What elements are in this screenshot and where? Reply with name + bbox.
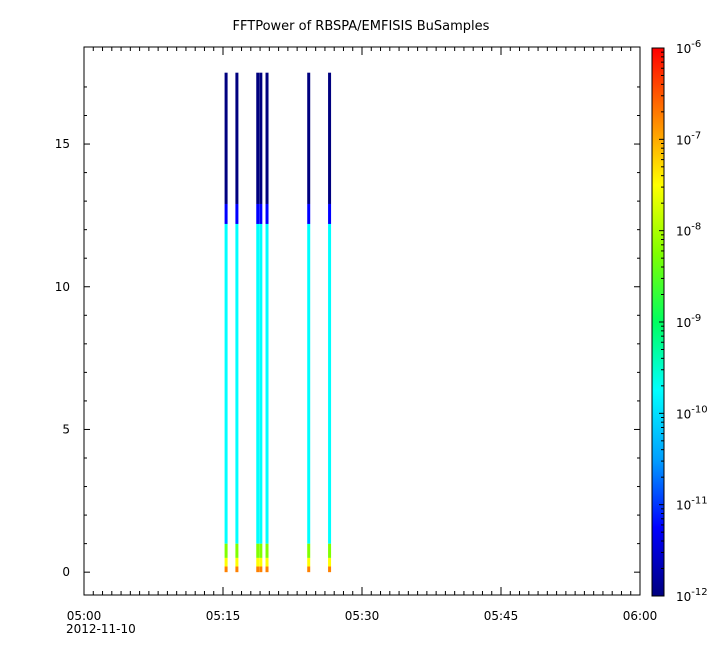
colorbar-tick-label: 10-6 xyxy=(676,39,701,56)
colorbar-tick-label: 10-8 xyxy=(676,222,701,239)
chart-title: FFTPower of RBSPA/EMFISIS BuSamples xyxy=(233,19,490,34)
spectral-segment xyxy=(265,566,269,573)
colorbar-tick-label: 10-9 xyxy=(676,313,701,330)
spectral-segment xyxy=(235,203,239,224)
spectral-segment xyxy=(235,543,239,558)
spectral-segment xyxy=(235,72,239,204)
spectral-segment xyxy=(259,557,263,567)
spectral-segment xyxy=(259,223,263,544)
spectral-segment xyxy=(259,543,263,558)
spectral-segment xyxy=(259,72,263,204)
spectral-segment xyxy=(235,566,239,573)
y-tick-label: 0 xyxy=(62,565,70,579)
spectral-segment xyxy=(256,543,260,558)
plot-frame xyxy=(83,46,641,596)
spectral-segment xyxy=(224,203,228,224)
spectral-segment xyxy=(307,543,311,558)
spectral-segment xyxy=(265,557,269,567)
colorbar-tick-label: 10-10 xyxy=(676,404,708,421)
spectral-segment xyxy=(224,72,228,204)
y-tick-label: 10 xyxy=(55,280,70,294)
data-column xyxy=(307,72,311,573)
x-date-label: 2012-11-10 xyxy=(66,622,136,636)
spectral-segment xyxy=(328,566,332,573)
data-column xyxy=(328,72,332,573)
spectral-segment xyxy=(265,72,269,204)
x-tick-label: 05:45 xyxy=(484,609,519,623)
spectral-segment xyxy=(259,566,263,573)
data-column xyxy=(256,72,260,573)
spectral-segment xyxy=(224,566,228,573)
spectral-segment xyxy=(328,223,332,544)
data-column xyxy=(265,72,269,573)
spectral-segment xyxy=(328,543,332,558)
spectral-segment xyxy=(265,543,269,558)
spectral-segment xyxy=(235,557,239,567)
spectral-segment xyxy=(256,72,260,204)
colorbar-tick-label: 10-7 xyxy=(676,130,701,147)
spectral-segment xyxy=(224,543,228,558)
spectral-segment xyxy=(259,203,263,224)
spectral-segment xyxy=(328,557,332,567)
spectral-segment xyxy=(235,223,239,544)
y-tick-label: 5 xyxy=(62,422,70,436)
x-tick-label: 05:15 xyxy=(206,609,241,623)
spectral-segment xyxy=(265,203,269,224)
data-column xyxy=(235,72,239,573)
spectral-segment xyxy=(307,557,311,567)
data-column xyxy=(224,72,228,573)
plot-area xyxy=(224,72,332,573)
spectral-segment xyxy=(265,223,269,544)
spectral-segment xyxy=(307,223,311,544)
spectral-segment xyxy=(307,72,311,204)
colorbar: 10-12 10-11 10-10 10-9 10-8 10-7 10-6 xyxy=(651,39,708,604)
axes: 0 5 10 15 05:00 05:15 05:30 05:45 06:00 2012-11-1… xyxy=(55,46,658,636)
spectral-segment xyxy=(307,203,311,224)
spectral-segment xyxy=(256,557,260,567)
spectral-segment xyxy=(224,557,228,567)
spectral-segment xyxy=(307,566,311,573)
spectral-segment xyxy=(224,223,228,544)
y-tick-label: 15 xyxy=(55,137,70,151)
x-tick-label: 05:00 xyxy=(67,609,102,623)
colorbar-tick-label: 10-12 xyxy=(676,587,708,604)
colorbar-tick-label: 10-11 xyxy=(676,496,708,513)
data-column xyxy=(259,72,263,573)
spectral-segment xyxy=(328,72,332,204)
spectral-segment xyxy=(256,203,260,224)
x-tick-label: 05:30 xyxy=(345,609,380,623)
x-tick-label: 06:00 xyxy=(623,609,658,623)
spectral-segment xyxy=(328,203,332,224)
spectral-segment xyxy=(256,566,260,573)
spectral-segment xyxy=(256,223,260,544)
